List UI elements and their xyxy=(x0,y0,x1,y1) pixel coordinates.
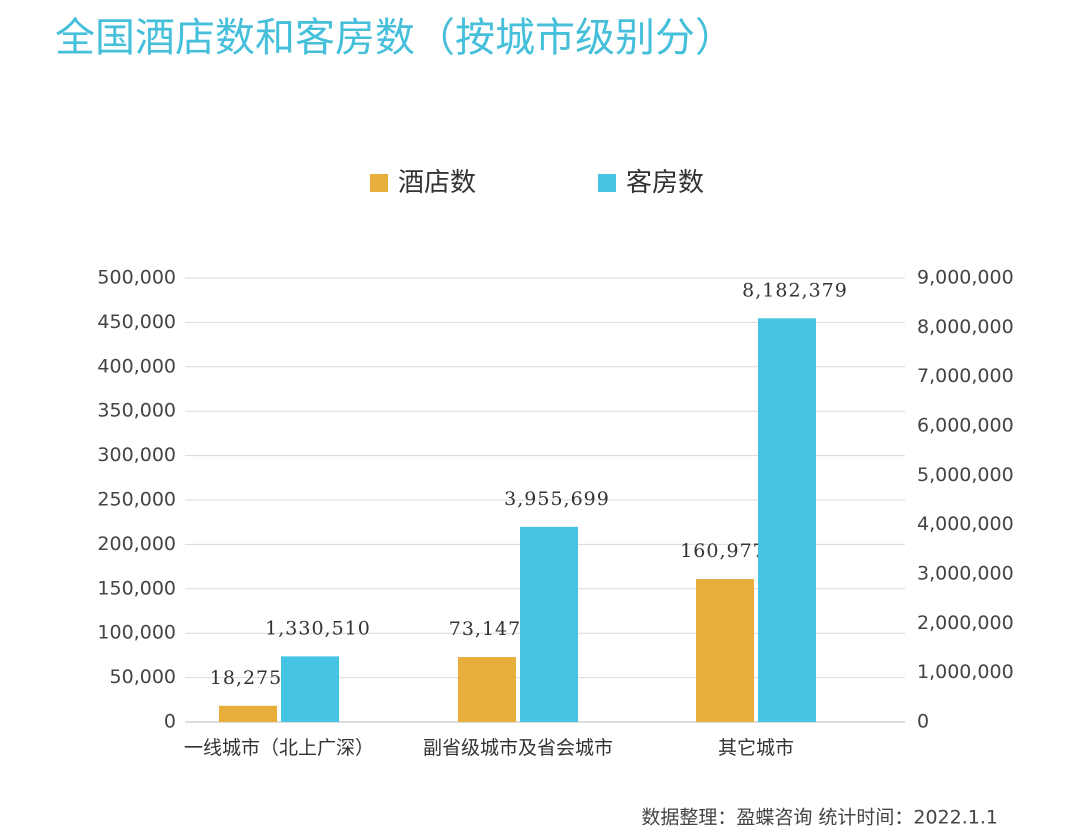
y2-tick-label: 8,000,000 xyxy=(917,316,1014,338)
x-tick-label: 副省级城市及省会城市 xyxy=(423,737,613,759)
y-tick-label: 100,000 xyxy=(97,622,176,644)
y-tick-label: 200,000 xyxy=(97,533,176,555)
y-tick-label: 150,000 xyxy=(97,577,176,599)
value-label: 1,330,510 xyxy=(265,617,371,639)
y2-tick-label: 0 xyxy=(917,711,929,733)
x-tick-label: 其它城市 xyxy=(718,737,794,759)
y2-tick-label: 3,000,000 xyxy=(917,563,1014,585)
bar xyxy=(758,318,816,722)
chart-title: 全国酒店数和客房数（按城市级别分） xyxy=(55,15,735,61)
value-label: 3,955,699 xyxy=(504,488,610,510)
y-tick-label: 0 xyxy=(164,711,176,733)
y-tick-label: 300,000 xyxy=(97,444,176,466)
bar xyxy=(219,705,277,722)
y-tick-label: 450,000 xyxy=(97,311,176,333)
x-tick-label: 一线城市（北上广深） xyxy=(184,737,374,759)
y2-tick-label: 2,000,000 xyxy=(917,612,1014,634)
y2-tick-label: 1,000,000 xyxy=(917,661,1014,683)
y2-tick-label: 7,000,000 xyxy=(917,365,1014,387)
bar xyxy=(281,656,339,722)
value-label: 8,182,379 xyxy=(742,279,848,301)
y-tick-label: 250,000 xyxy=(97,489,176,511)
bar xyxy=(520,526,578,722)
legend-label: 客房数 xyxy=(626,168,704,198)
y2-tick-label: 5,000,000 xyxy=(917,464,1014,486)
source-note: 数据整理：盈蝶咨询 统计时间：2022.1.1 xyxy=(641,807,998,829)
y-tick-label: 50,000 xyxy=(110,666,176,688)
y2-tick-label: 4,000,000 xyxy=(917,513,1014,535)
bar xyxy=(458,657,516,722)
bar xyxy=(696,579,754,722)
y2-tick-label: 6,000,000 xyxy=(917,415,1014,437)
legend-label: 酒店数 xyxy=(398,168,476,198)
y-tick-label: 350,000 xyxy=(97,400,176,422)
y-tick-label: 500,000 xyxy=(97,267,176,289)
legend-swatch xyxy=(370,174,388,192)
value-label: 73,147 xyxy=(449,618,521,640)
value-label: 18,275 xyxy=(210,667,282,689)
legend-swatch xyxy=(598,174,616,192)
y2-tick-label: 9,000,000 xyxy=(917,267,1014,289)
y-tick-label: 400,000 xyxy=(97,355,176,377)
value-label: 160,977 xyxy=(680,540,766,562)
